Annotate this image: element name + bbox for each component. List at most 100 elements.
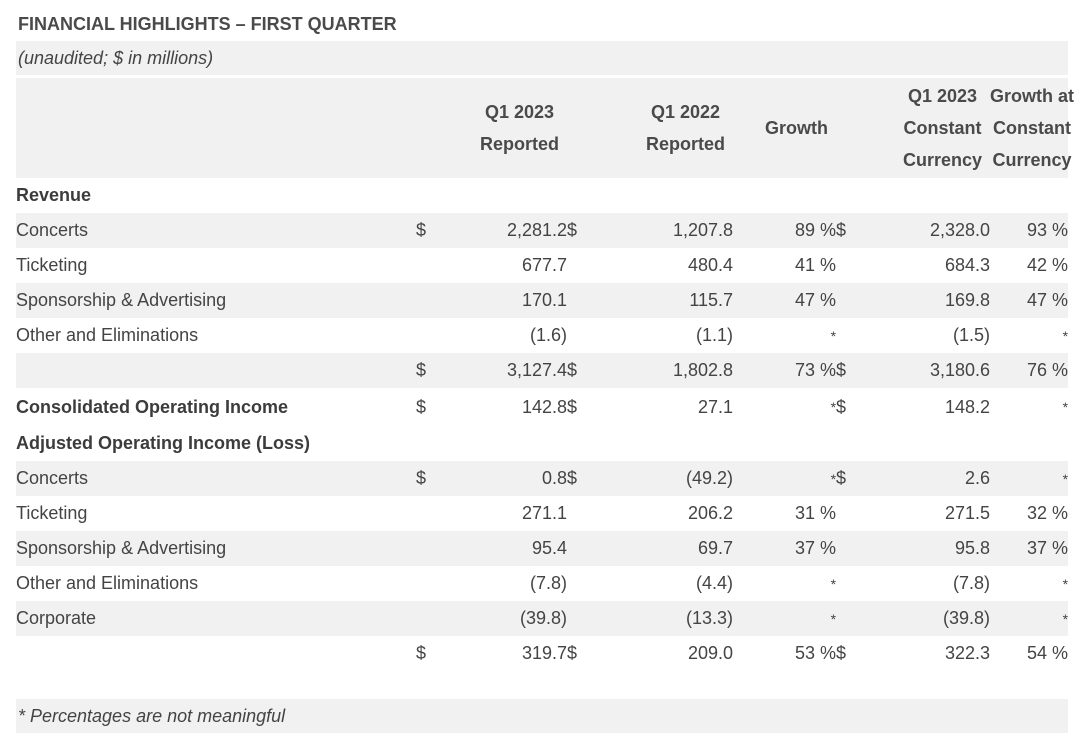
table-row: Ticketing 271.1 206.2 31 % 271.5 32 %	[16, 496, 1068, 531]
value-q1-2023-constant-currency: (7.8)	[953, 573, 991, 593]
header-growth-constant-currency: Growth at Constant Currency	[990, 86, 1075, 170]
currency-symbol	[416, 283, 450, 318]
value-growth-constant-currency: 76 %	[1027, 360, 1069, 380]
value-q1-2023-constant-currency: 95.8	[954, 538, 991, 558]
table-row: Concerts $0.8 $ (49.2) * $2.6 *	[16, 461, 1069, 496]
currency-symbol	[836, 248, 872, 283]
currency-symbol	[567, 496, 599, 531]
currency-symbol	[567, 601, 599, 636]
section-label: Adjusted Operating Income (Loss)	[16, 433, 311, 453]
value-growth-constant-currency: *	[1062, 327, 1069, 344]
value-q1-2023-constant-currency: 322.3	[944, 643, 991, 663]
value-q1-2023-reported: (39.8)	[519, 608, 568, 628]
currency-symbol	[567, 283, 599, 318]
currency-symbol: $	[567, 643, 578, 663]
section-label: Revenue	[16, 185, 92, 205]
section-row-revenue: Revenue	[16, 178, 1068, 213]
row-label: Consolidated Operating Income	[16, 396, 289, 417]
header-q1-2023-constant-currency: Q1 2023 Constant Currency	[903, 86, 983, 170]
currency-symbol	[416, 496, 450, 531]
row-label: Sponsorship & Advertising	[16, 290, 227, 310]
page-title: FINANCIAL HIGHLIGHTS – FIRST QUARTER	[18, 14, 397, 34]
value-q1-2023-constant-currency: 271.5	[944, 503, 991, 523]
currency-symbol	[567, 531, 599, 566]
currency-symbol: $	[416, 468, 427, 488]
currency-symbol	[416, 531, 450, 566]
currency-symbol: $	[836, 396, 847, 417]
value-q1-2022-reported: 27.1	[697, 396, 734, 417]
currency-symbol: $	[416, 643, 427, 663]
table-row: Sponsorship & Advertising 170.1 115.7 47 % 1…	[16, 283, 1069, 318]
currency-symbol	[836, 566, 872, 601]
value-q1-2022-reported: (4.4)	[696, 573, 734, 593]
value-growth: 53 %	[795, 643, 837, 663]
currency-symbol: $	[416, 360, 427, 380]
table-row: Corporate (39.8) (13.3) * (39.8) *	[16, 601, 1069, 636]
value-growth-constant-currency: *	[1062, 399, 1069, 415]
row-label: Other and Eliminations	[16, 325, 199, 345]
currency-symbol: $	[416, 220, 427, 240]
value-q1-2023-constant-currency: 169.8	[944, 290, 991, 310]
currency-symbol	[836, 531, 872, 566]
header-q1-2022-reported: Q1 2022 Reported	[646, 102, 726, 154]
table-row: Concerts $2,281.2 $1,207.8 89 % $2,328.0 93 %	[16, 213, 1069, 248]
value-growth-constant-currency: 54 %	[1027, 643, 1069, 663]
value-q1-2022-reported: 206.2	[687, 503, 734, 523]
header-spacer	[16, 78, 416, 178]
value-growth-constant-currency: *	[1062, 470, 1069, 487]
value-growth-constant-currency: *	[1062, 610, 1069, 627]
value-q1-2023-constant-currency: 3,180.6	[929, 360, 991, 380]
currency-symbol	[836, 318, 872, 353]
row-label: Ticketing	[16, 255, 88, 275]
value-q1-2023-reported: 319.7	[521, 643, 568, 663]
currency-symbol	[836, 601, 872, 636]
table-row: Other and Eliminations (7.8) (4.4) * (7.8) *	[16, 566, 1068, 601]
value-growth: *	[830, 575, 837, 592]
value-q1-2023-reported: 2,281.2	[506, 220, 568, 240]
value-q1-2023-constant-currency: (1.5)	[953, 325, 991, 345]
value-growth-constant-currency: *	[1062, 575, 1069, 592]
value-q1-2022-reported: 115.7	[689, 290, 734, 310]
value-q1-2022-reported: 1,207.8	[672, 220, 734, 240]
value-q1-2022-reported: 480.4	[687, 255, 734, 275]
value-q1-2023-reported: 3,127.4	[506, 360, 568, 380]
currency-symbol	[567, 566, 599, 601]
currency-symbol	[567, 248, 599, 283]
value-q1-2022-reported: 209.0	[687, 643, 734, 663]
value-growth: *	[830, 327, 837, 344]
currency-symbol: $	[567, 360, 578, 380]
section-row-adjusted-oi: Adjusted Operating Income (Loss)	[16, 426, 1068, 461]
row-label: Ticketing	[16, 503, 88, 523]
value-q1-2023-reported: 677.7	[521, 255, 568, 275]
value-growth: 41 %	[795, 255, 837, 275]
table-row-consolidated-oi: Consolidated Operating Income $142.8 $27.1…	[16, 388, 1068, 426]
currency-symbol	[567, 318, 599, 353]
value-growth-constant-currency: 32 %	[1027, 503, 1069, 523]
table-row: Sponsorship & Advertising 95.4 69.7 37 % 95.…	[16, 531, 1069, 566]
value-growth: 37 %	[795, 538, 837, 558]
value-growth: *	[830, 399, 837, 415]
value-growth: *	[830, 470, 837, 487]
value-q1-2023-reported: 170.1	[521, 290, 568, 310]
value-q1-2022-reported: (13.3)	[686, 608, 734, 628]
table-row-total: $3,127.4 $1,802.8 73 % $3,180.6 76 %	[16, 353, 1069, 388]
header-growth: Growth	[765, 118, 829, 138]
currency-symbol	[836, 283, 872, 318]
row-label	[16, 636, 416, 671]
table-row: Ticketing 677.7 480.4 41 % 684.3 42 %	[16, 248, 1068, 283]
row-label: Other and Eliminations	[16, 573, 199, 593]
value-q1-2022-reported: (49.2)	[686, 468, 734, 488]
row-label: Sponsorship & Advertising	[16, 538, 227, 558]
currency-symbol	[416, 248, 450, 283]
footnote: * Percentages are not meaningful	[16, 699, 1068, 733]
row-label: Concerts	[16, 468, 89, 488]
currency-symbol: $	[836, 643, 847, 663]
value-q1-2022-reported: (1.1)	[696, 325, 734, 345]
currency-symbol	[416, 601, 450, 636]
currency-symbol	[836, 496, 872, 531]
value-q1-2023-reported: 271.1	[521, 503, 568, 523]
currency-symbol: $	[567, 468, 578, 488]
value-q1-2023-constant-currency: 148.2	[944, 396, 991, 417]
currency-symbol: $	[836, 220, 847, 240]
